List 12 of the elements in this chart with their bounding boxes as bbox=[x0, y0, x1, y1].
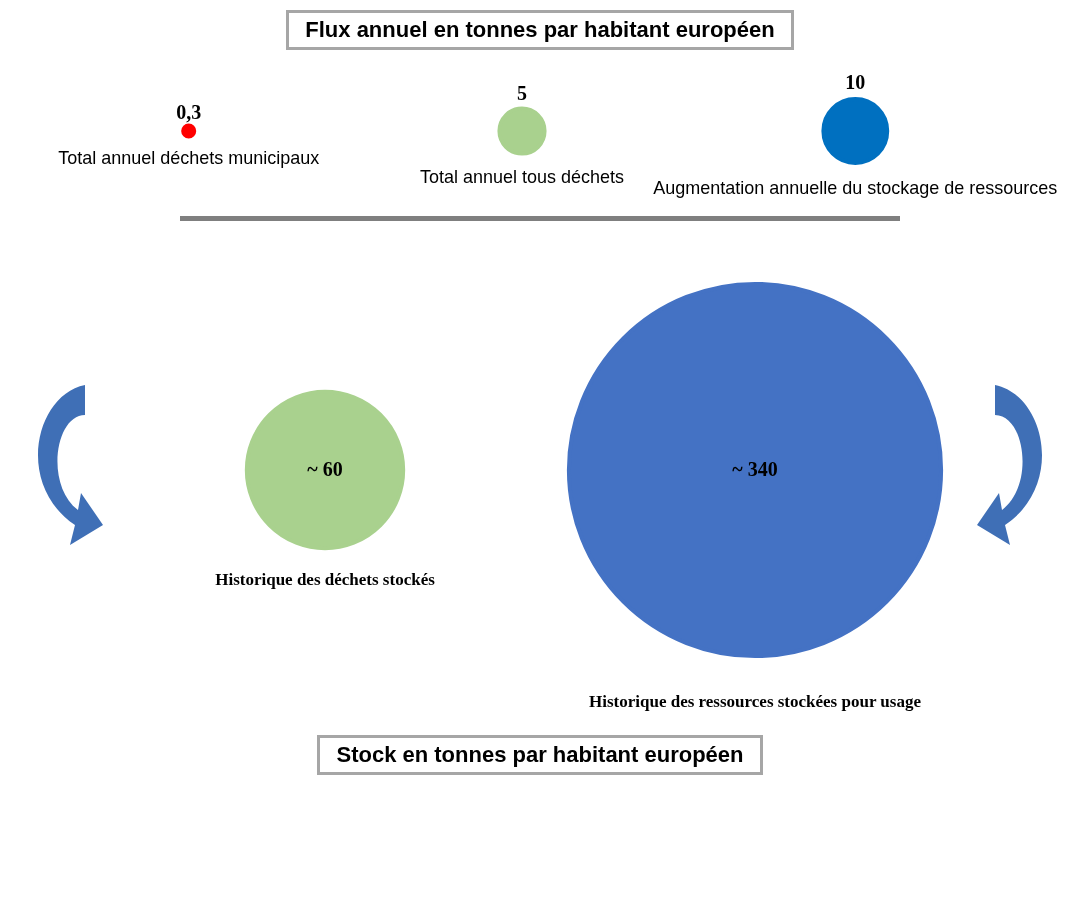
category-label: Total annuel tous déchets bbox=[420, 167, 624, 188]
data-label: 10 bbox=[845, 71, 866, 93]
category-label: Total annuel déchets municipaux bbox=[58, 148, 320, 169]
text: Flux annuel en tonnes par habitant européen bbox=[286, 10, 794, 50]
data-label: 5 bbox=[517, 81, 527, 104]
category-label: Historique des ressources stockées pour usage bbox=[589, 692, 922, 712]
data-label: ~ 340 bbox=[732, 458, 778, 481]
data-label: 0,3 bbox=[176, 100, 202, 123]
data-label: ~ 60 bbox=[307, 458, 343, 481]
text: Stock en tonnes par habitant européen bbox=[317, 735, 763, 776]
category-label: Augmentation annuelle du stockage de ressources bbox=[653, 178, 1058, 199]
category-label: Historique des déchets stockés bbox=[215, 570, 436, 590]
